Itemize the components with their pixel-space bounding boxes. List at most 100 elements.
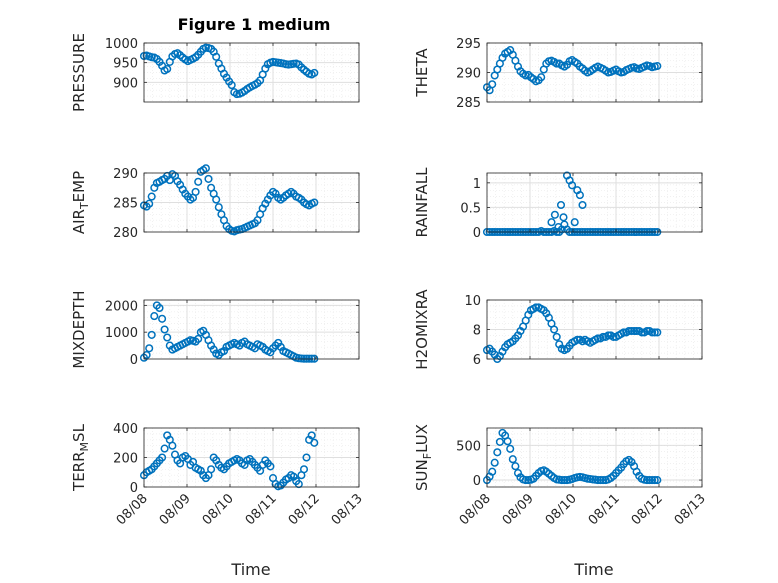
data-point <box>158 453 167 462</box>
subplot-theta: 285 290 295 THETA <box>413 37 703 111</box>
y-axis-label: TERRMSL <box>70 423 91 492</box>
data-point <box>194 334 203 343</box>
data-point <box>310 198 319 207</box>
data-point <box>508 455 517 464</box>
data-point <box>653 476 662 485</box>
y-tick-label: 0.5 <box>460 201 481 216</box>
data-point <box>204 174 213 183</box>
y-axis-label: MIXDEPTH <box>70 290 88 368</box>
data-point <box>568 181 577 190</box>
data-point <box>648 476 657 485</box>
data-point <box>294 480 303 489</box>
data-point <box>593 476 602 485</box>
data-point <box>266 462 275 471</box>
data-point <box>147 192 156 201</box>
data-point <box>550 325 559 334</box>
y-tick-label: 290 <box>456 67 481 82</box>
data-point <box>511 462 520 471</box>
data-point <box>302 453 311 462</box>
y-axis-label: THETA <box>413 48 431 98</box>
data-point <box>650 328 659 337</box>
data-point <box>521 476 530 485</box>
y-axis-label: H2OMIXRA <box>413 289 431 370</box>
data-point <box>147 330 156 339</box>
data-point <box>537 73 546 82</box>
data-point <box>227 81 236 90</box>
plot-area <box>144 43 359 102</box>
data-point <box>619 328 628 337</box>
data-point <box>201 164 210 173</box>
data-point <box>556 200 566 210</box>
data-point <box>506 444 515 453</box>
y-tick-label: 400 <box>113 422 138 437</box>
data-point <box>493 448 502 457</box>
data-point <box>150 312 159 321</box>
data-point <box>552 59 561 68</box>
y-tick-label: 500 <box>456 439 481 454</box>
data-series <box>139 164 319 236</box>
x-axis-label-right: Time <box>573 560 613 579</box>
data-point <box>627 326 636 336</box>
data-point <box>599 476 608 485</box>
y-tick-label: 950 <box>113 57 138 72</box>
data-series <box>482 428 662 485</box>
axes-box <box>143 42 360 103</box>
data-point <box>550 210 559 219</box>
data-point <box>653 328 662 337</box>
data-point <box>570 218 579 227</box>
data-point <box>604 331 613 340</box>
y-tick-label: 1000 <box>105 37 138 52</box>
data-point <box>191 187 200 196</box>
data-point <box>599 332 608 341</box>
data-point <box>307 431 316 440</box>
y-tick-label: 10 <box>464 294 481 309</box>
subplot-rainfall: 0 0.5 1 RAINFALL <box>413 167 703 241</box>
y-tick-label: 295 <box>456 37 481 52</box>
data-point <box>490 458 499 467</box>
plot-area <box>487 173 702 232</box>
data-point <box>547 218 556 227</box>
y-tick-label: 0 <box>130 481 138 496</box>
y-tick-label: 6 <box>473 353 481 368</box>
subplot-pressure: 900 950 1000 PRESSURE <box>70 33 360 112</box>
data-point <box>637 328 646 337</box>
y-tick-label: 280 <box>113 226 138 241</box>
data-point <box>155 303 164 313</box>
data-point <box>160 444 169 453</box>
y-tick-label: 1 <box>473 177 481 192</box>
data-point <box>495 437 504 446</box>
data-point <box>299 465 309 474</box>
data-point <box>160 325 169 334</box>
x-axis-label-left: Time <box>230 560 270 579</box>
data-point <box>554 223 563 232</box>
data-point <box>503 437 512 446</box>
y-tick-label: 200 <box>113 452 138 467</box>
data-point <box>593 334 602 343</box>
y-axis-label: RAINFALL <box>413 167 431 238</box>
data-point <box>624 326 633 336</box>
data-point <box>596 476 605 485</box>
subplot-air-temp: 280 285 290 AIRTEMP <box>70 164 360 241</box>
axes-box <box>143 299 360 360</box>
data-point <box>194 177 203 186</box>
y-axis-label: PRESSURE <box>70 33 88 112</box>
axes-box <box>486 427 703 488</box>
data-point <box>642 476 652 485</box>
data-point <box>552 332 561 341</box>
y-tick-label: 0 <box>473 226 481 241</box>
data-point <box>488 80 497 89</box>
y-tick-label: 0 <box>130 353 138 368</box>
y-tick-label: 0 <box>473 474 481 489</box>
data-point <box>168 441 177 450</box>
y-axis-label: SUNFLUX <box>413 424 434 491</box>
data-point <box>310 68 319 77</box>
data-point <box>653 61 662 71</box>
subplot-mixdepth: 0 1000 2000 MIXDEPTH <box>70 290 360 369</box>
subplot-h2omixra: 6 8 10 H2OMIXRA <box>413 289 703 370</box>
data-point <box>632 326 641 336</box>
y-tick-label: 1000 <box>105 326 138 341</box>
data-point <box>559 213 568 222</box>
axes-box <box>486 172 703 233</box>
data-point <box>163 333 172 342</box>
